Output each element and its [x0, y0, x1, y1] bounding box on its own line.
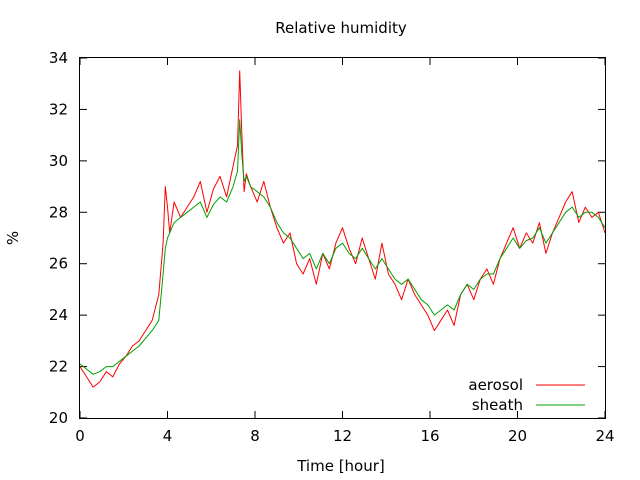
legend: aerosol sheath [468, 376, 585, 414]
x-tick-label: 16 [420, 427, 439, 445]
y-axis-label: % [4, 231, 22, 245]
plot-lines [79, 70, 606, 388]
x-tick-label: 24 [595, 427, 614, 445]
y-tick-label: 26 [49, 255, 68, 273]
x-tick-label: 4 [163, 427, 173, 445]
y-tick-label: 34 [49, 49, 68, 67]
x-tick-label: 20 [508, 427, 527, 445]
x-tick-label: 0 [75, 427, 85, 445]
axis-ticks: 0 4 8 12 16 20 24 20 22 24 26 28 30 32 34 [49, 49, 615, 445]
series-line-aerosol [79, 70, 606, 388]
legend-label-sheath: sheath [472, 396, 523, 414]
y-tick-label: 30 [49, 152, 68, 170]
series-line-sheath [79, 119, 606, 375]
y-tick-label: 28 [49, 203, 68, 221]
chart-title: Relative humidity [275, 19, 407, 37]
y-tick-label: 32 [49, 100, 68, 118]
x-tick-label: 12 [333, 427, 352, 445]
legend-label-aerosol: aerosol [468, 376, 523, 394]
x-axis-label: Time [hour] [296, 457, 385, 475]
y-tick-label: 24 [49, 306, 68, 324]
x-tick-label: 8 [250, 427, 260, 445]
y-tick-label: 22 [49, 358, 68, 376]
plot-frame [79, 57, 606, 419]
y-tick-label: 20 [49, 409, 68, 427]
